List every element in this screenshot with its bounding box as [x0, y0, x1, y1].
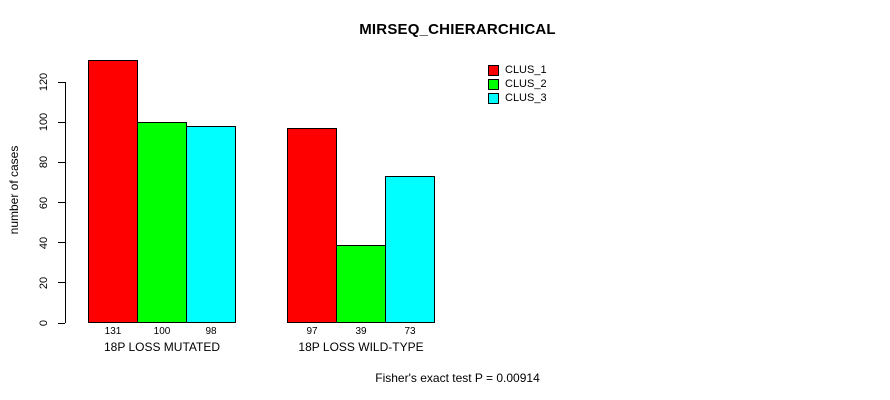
bar-value-label: 131 [104, 326, 122, 337]
bar-value-label: 97 [306, 326, 318, 337]
stat-annotation: Fisher's exact test P = 0.00914 [375, 371, 540, 385]
y-axis-tick-label: 80 [38, 156, 50, 169]
category-label: 18P LOSS MUTATED [103, 340, 221, 354]
bar-value-label: 73 [404, 326, 416, 337]
legend-item-label: CLUS_1 [505, 64, 547, 76]
bar-clus-2-group2 [336, 245, 386, 323]
y-axis-tick-label: 60 [38, 196, 50, 209]
legend-swatch-clus-1 [488, 65, 499, 76]
y-axis-tick [58, 81, 65, 83]
chart-title: MIRSEQ_CHIERARCHICAL [359, 21, 556, 38]
y-axis-tick-label: 100 [38, 113, 50, 132]
bar-value-label: 100 [153, 326, 171, 337]
y-axis-tick-label: 0 [38, 319, 50, 327]
bar-clus-2-group1 [137, 122, 187, 323]
legend-swatch-clus-2 [488, 79, 499, 90]
y-axis-tick [58, 282, 65, 284]
bar-value-label: 98 [205, 326, 217, 337]
legend-item: CLUS_2 [488, 79, 547, 90]
category-label: 18P LOSS WILD-TYPE [298, 340, 424, 354]
y-axis-line [65, 82, 66, 323]
y-axis-label: number of cases [7, 145, 21, 235]
legend-item: CLUS_3 [488, 93, 547, 104]
legend-item-label: CLUS_2 [505, 78, 547, 90]
bar-clus-1-group1 [88, 60, 138, 323]
y-axis-tick-label: 20 [38, 276, 50, 289]
y-axis-tick-label: 120 [38, 72, 50, 92]
legend-item-label: CLUS_3 [505, 92, 547, 104]
y-axis-tick [58, 161, 65, 163]
bar-clus-3-group1 [186, 126, 236, 323]
y-axis-tick [58, 322, 65, 324]
legend-item: CLUS_1 [488, 65, 547, 76]
legend-swatch-clus-3 [488, 93, 499, 104]
y-axis-tick [58, 121, 65, 123]
y-axis-tick [58, 242, 65, 244]
bar-clus-3-group2 [385, 176, 435, 323]
bar-value-label: 39 [355, 326, 367, 337]
y-axis-tick [58, 202, 65, 204]
bar-clus-1-group2 [287, 128, 337, 323]
y-axis-tick-label: 40 [38, 236, 50, 249]
